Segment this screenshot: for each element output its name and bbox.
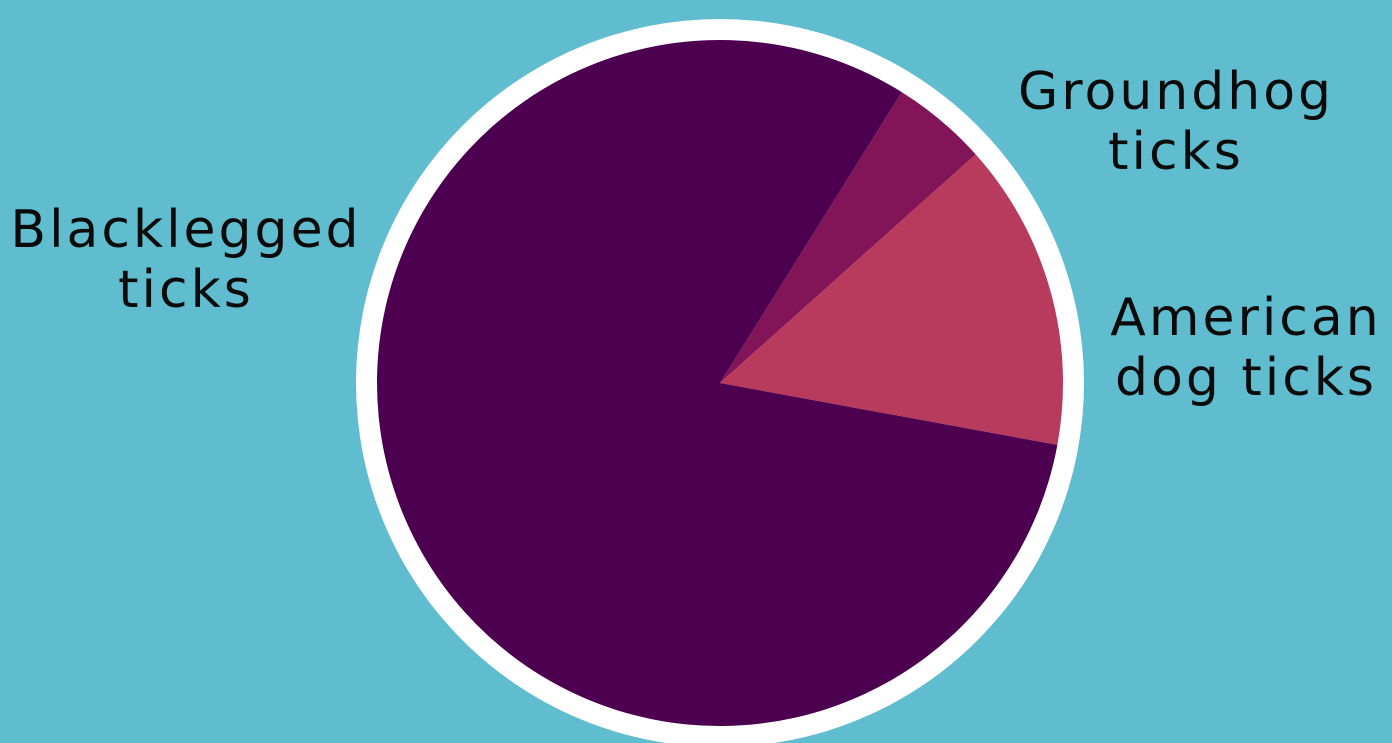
pie-slices: [377, 40, 1064, 727]
slice-label-american-line-2: dog ticks: [1115, 348, 1377, 408]
pie-slice-groundhog-ticks: [720, 92, 976, 384]
pie-slice-blacklegged-ticks: [377, 40, 1058, 727]
slice-label-american-line-1: American: [1110, 288, 1382, 348]
slice-label-groundhog-line-1: Groundhog: [1017, 62, 1335, 122]
slice-label-groundhog-line-2: ticks: [1108, 122, 1244, 182]
pie-slice-american-dog-ticks: [720, 154, 1064, 445]
slice-label-american-dog-ticks: American dog ticks: [1100, 288, 1392, 408]
slice-label-blacklegged-line-2: ticks: [118, 260, 254, 320]
slice-label-blacklegged-ticks: Blacklegged ticks: [0, 200, 372, 320]
slice-label-groundhog-ticks: Groundhog ticks: [998, 62, 1354, 182]
slice-label-blacklegged-line-1: Blacklegged: [10, 200, 362, 260]
